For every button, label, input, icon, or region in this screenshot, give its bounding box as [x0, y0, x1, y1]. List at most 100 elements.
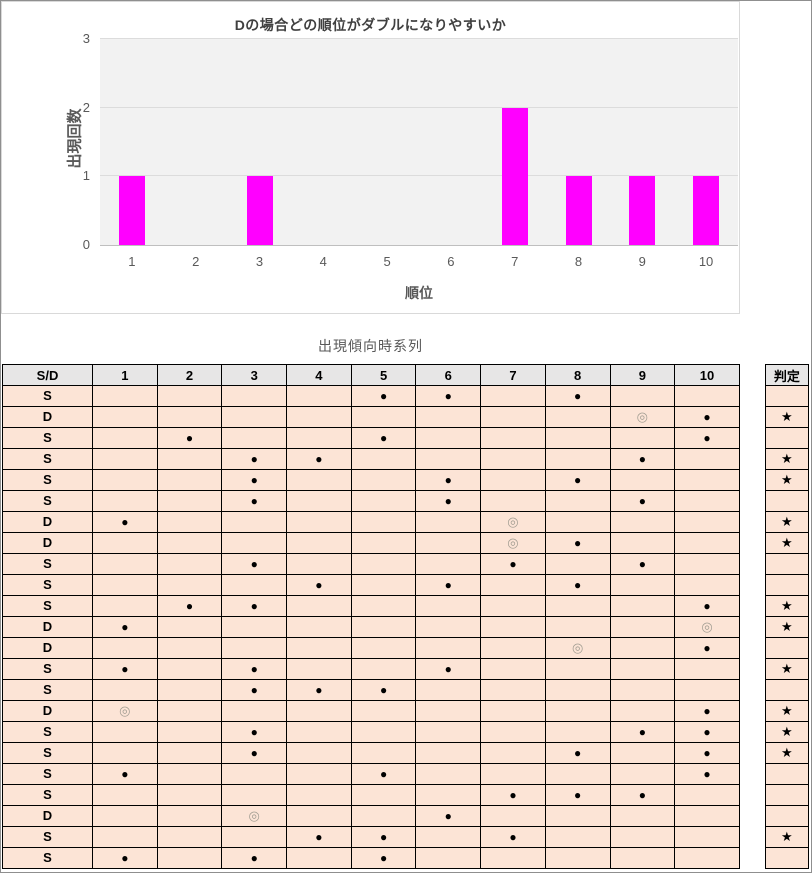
cell-mark[interactable]	[286, 427, 352, 449]
cell-mark[interactable]	[609, 679, 676, 701]
cell-judgment[interactable]: ★	[764, 826, 809, 848]
cell-mark[interactable]	[92, 385, 158, 407]
cell-judgment[interactable]: ★	[764, 616, 809, 638]
cell-mark[interactable]: ●	[221, 658, 288, 680]
cell-judgment[interactable]: ★	[764, 532, 809, 554]
cell-mark[interactable]	[415, 532, 482, 554]
cell-mark[interactable]: ◎	[480, 511, 546, 533]
cell-mark[interactable]	[480, 700, 546, 722]
cell-mark[interactable]	[674, 532, 740, 554]
header-rank-7[interactable]: 7	[480, 364, 546, 386]
cell-mark[interactable]	[350, 805, 417, 827]
cell-mark[interactable]	[92, 742, 158, 764]
cell-mark[interactable]	[221, 616, 288, 638]
cell-mark[interactable]	[544, 553, 611, 575]
cell-mark[interactable]: ●	[221, 679, 288, 701]
cell-mark[interactable]	[609, 658, 676, 680]
cell-mark[interactable]	[415, 784, 482, 806]
cell-mark[interactable]: ●	[544, 469, 611, 491]
cell-mark[interactable]	[480, 448, 546, 470]
cell-mark[interactable]	[92, 595, 158, 617]
cell-mark[interactable]: ●	[350, 826, 417, 848]
cell-mark[interactable]	[156, 805, 223, 827]
cell-mark[interactable]	[674, 805, 740, 827]
cell-mark[interactable]	[156, 574, 223, 596]
cell-mark[interactable]	[609, 700, 676, 722]
cell-judgment[interactable]	[764, 385, 809, 407]
cell-mark[interactable]	[156, 784, 223, 806]
cell-mark[interactable]: ●	[674, 637, 740, 659]
cell-mark[interactable]	[350, 406, 417, 428]
cell-mark[interactable]	[286, 847, 352, 869]
cell-mark[interactable]: ●	[609, 553, 676, 575]
cell-mark[interactable]	[156, 721, 223, 743]
cell-mark[interactable]	[221, 385, 288, 407]
cell-judgment[interactable]	[764, 553, 809, 575]
cell-mark[interactable]	[156, 469, 223, 491]
cell-mark[interactable]	[609, 742, 676, 764]
header-rank-5[interactable]: 5	[350, 364, 417, 386]
cell-mark[interactable]: ●	[221, 721, 288, 743]
cell-judgment[interactable]	[764, 490, 809, 512]
cell-mark[interactable]: ●	[674, 742, 740, 764]
cell-mark[interactable]	[221, 826, 288, 848]
cell-judgment[interactable]	[764, 784, 809, 806]
cell-mark[interactable]	[480, 721, 546, 743]
cell-mark[interactable]	[286, 721, 352, 743]
cell-mark[interactable]: ●	[480, 553, 546, 575]
cell-mark[interactable]	[92, 553, 158, 575]
cell-mark[interactable]	[415, 847, 482, 869]
cell-mark[interactable]	[350, 595, 417, 617]
cell-mark[interactable]	[609, 763, 676, 785]
cell-mark[interactable]	[674, 826, 740, 848]
cell-mark[interactable]	[221, 532, 288, 554]
cell-mark[interactable]: ●	[92, 847, 158, 869]
cell-judgment[interactable]: ★	[764, 469, 809, 491]
cell-judgment[interactable]	[764, 574, 809, 596]
cell-mark[interactable]	[674, 658, 740, 680]
cell-mark[interactable]	[286, 490, 352, 512]
cell-sd[interactable]: D	[2, 532, 93, 554]
cell-mark[interactable]	[286, 553, 352, 575]
cell-mark[interactable]	[92, 490, 158, 512]
cell-mark[interactable]: ●	[221, 553, 288, 575]
cell-mark[interactable]	[286, 469, 352, 491]
cell-mark[interactable]	[156, 763, 223, 785]
cell-mark[interactable]	[350, 637, 417, 659]
cell-mark[interactable]	[92, 469, 158, 491]
cell-sd[interactable]: S	[2, 595, 93, 617]
cell-mark[interactable]	[350, 700, 417, 722]
cell-mark[interactable]	[415, 721, 482, 743]
cell-mark[interactable]	[480, 847, 546, 869]
cell-mark[interactable]	[415, 553, 482, 575]
cell-mark[interactable]: ◎	[480, 532, 546, 554]
cell-mark[interactable]	[286, 805, 352, 827]
cell-mark[interactable]	[609, 532, 676, 554]
cell-mark[interactable]	[286, 511, 352, 533]
cell-mark[interactable]: ●	[350, 385, 417, 407]
cell-mark[interactable]	[544, 406, 611, 428]
cell-judgment[interactable]	[764, 847, 809, 869]
cell-mark[interactable]	[156, 406, 223, 428]
cell-mark[interactable]	[609, 616, 676, 638]
cell-mark[interactable]	[286, 700, 352, 722]
cell-mark[interactable]: ●	[221, 742, 288, 764]
cell-mark[interactable]	[156, 847, 223, 869]
cell-mark[interactable]	[350, 553, 417, 575]
cell-mark[interactable]: ●	[221, 448, 288, 470]
cell-mark[interactable]: ●	[674, 427, 740, 449]
cell-mark[interactable]	[609, 574, 676, 596]
cell-mark[interactable]	[609, 847, 676, 869]
cell-mark[interactable]	[286, 658, 352, 680]
cell-mark[interactable]	[92, 427, 158, 449]
cell-mark[interactable]	[92, 679, 158, 701]
cell-mark[interactable]: ◎	[221, 805, 288, 827]
cell-mark[interactable]	[480, 427, 546, 449]
cell-mark[interactable]	[156, 700, 223, 722]
cell-mark[interactable]	[415, 742, 482, 764]
cell-mark[interactable]: ●	[350, 679, 417, 701]
cell-sd[interactable]: S	[2, 574, 93, 596]
cell-mark[interactable]	[350, 469, 417, 491]
cell-mark[interactable]	[350, 784, 417, 806]
cell-mark[interactable]: ●	[286, 679, 352, 701]
